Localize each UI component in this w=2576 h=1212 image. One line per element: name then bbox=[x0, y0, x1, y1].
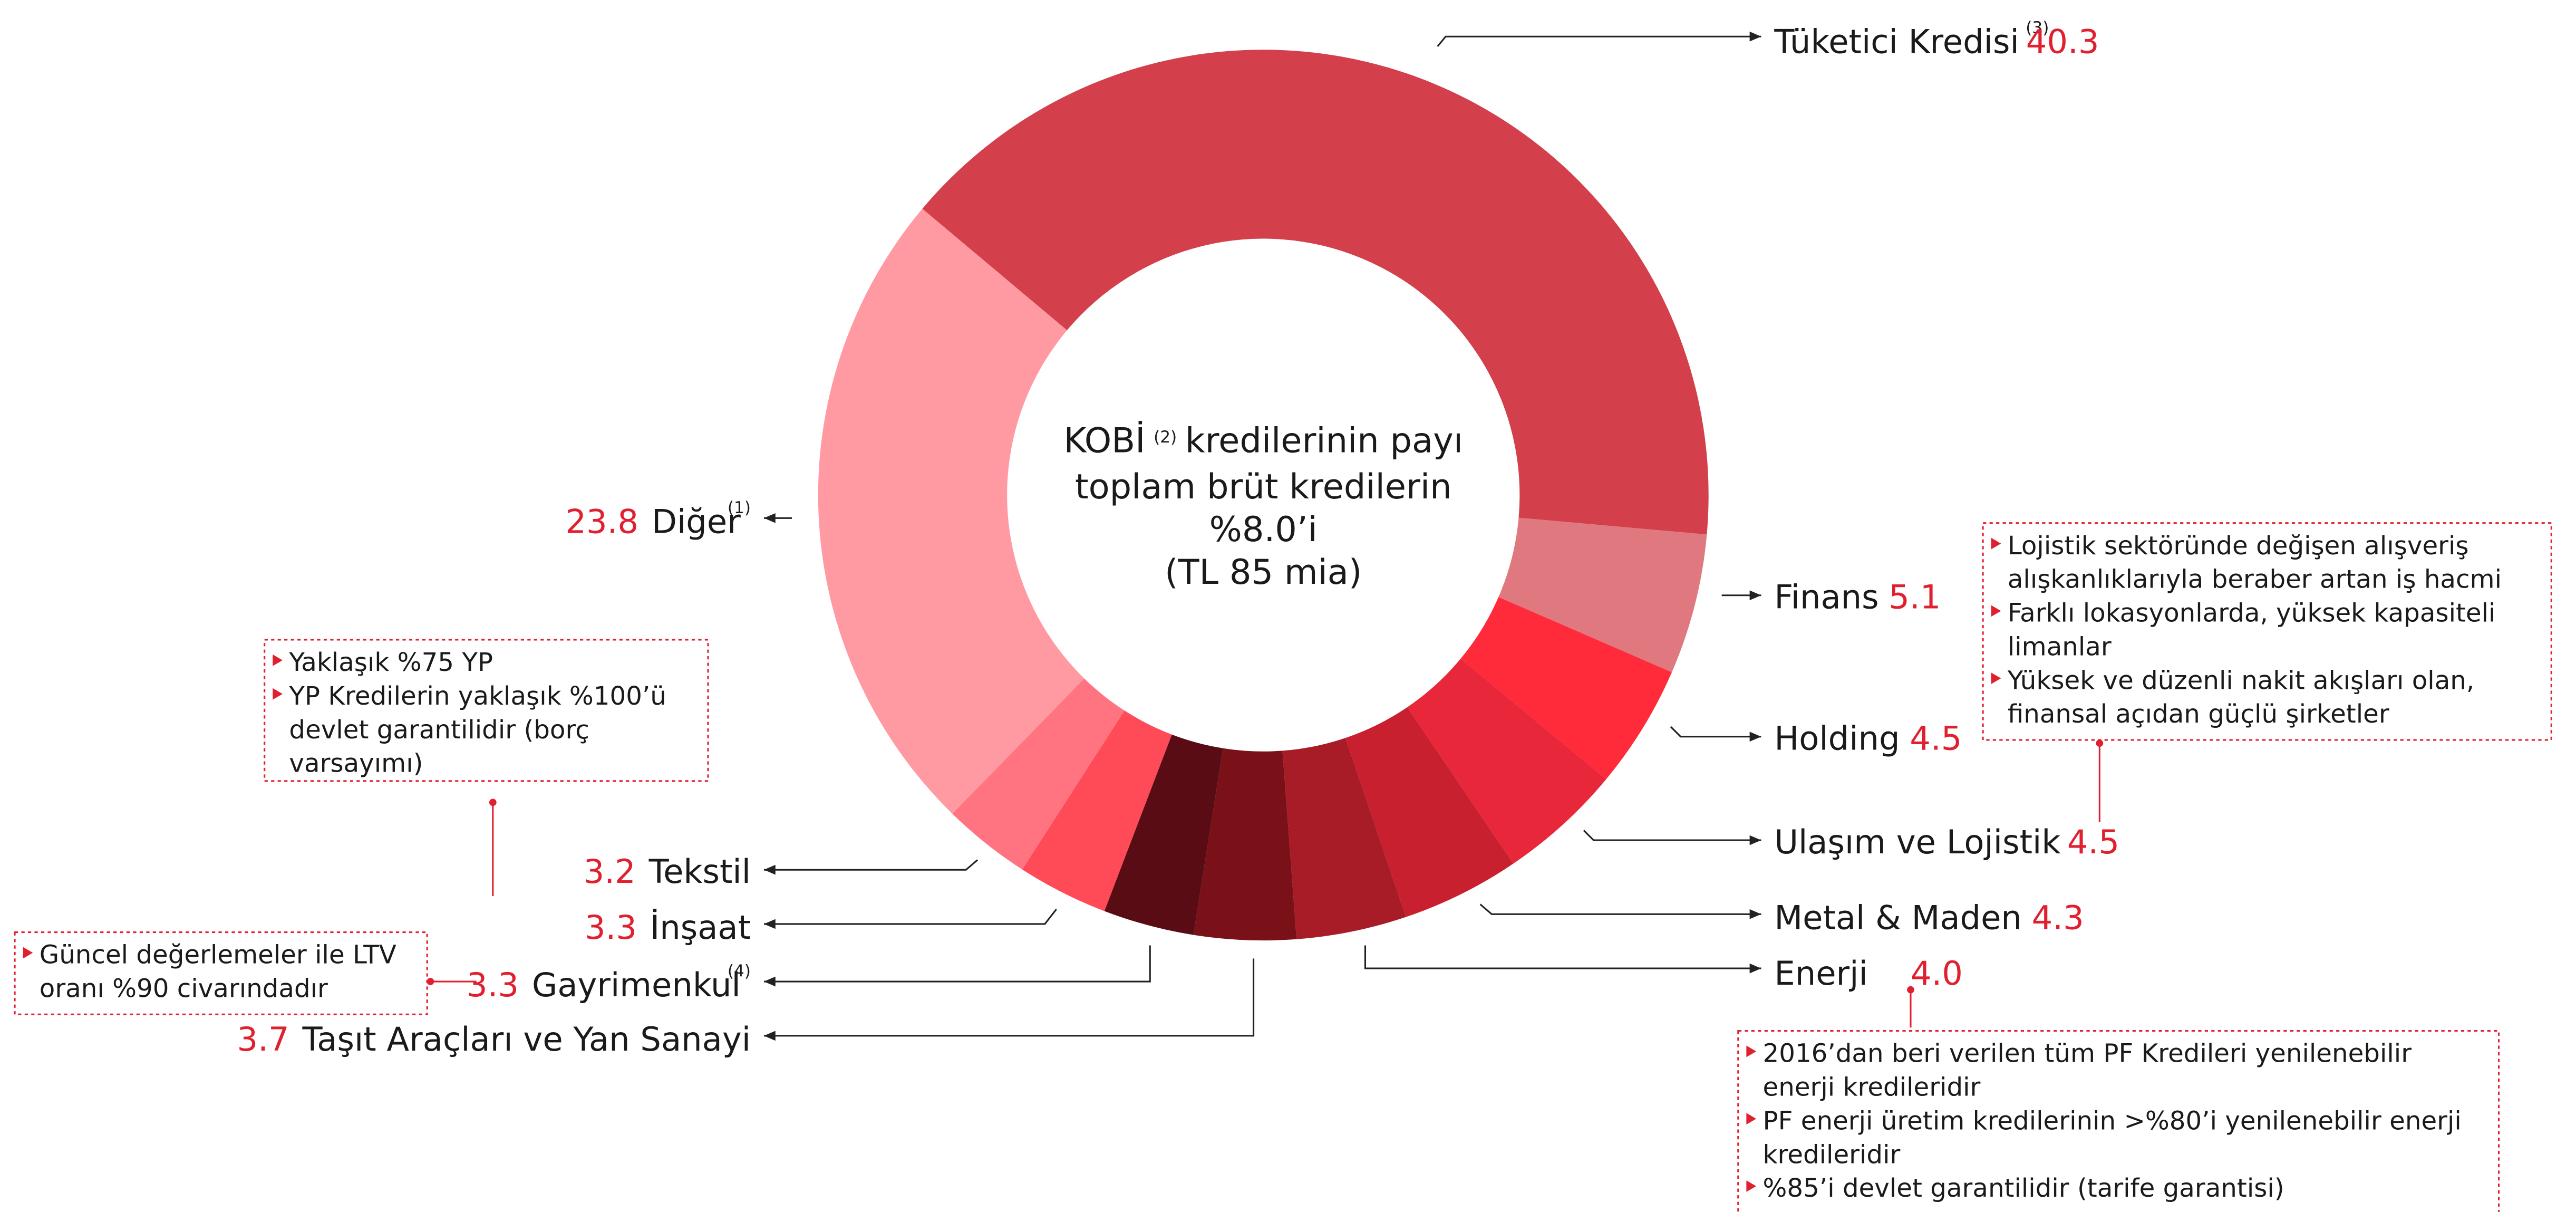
value-label: 4.5 bbox=[2067, 823, 2119, 861]
donut-slice bbox=[1282, 738, 1406, 939]
note-box bbox=[14, 931, 428, 1015]
note-text: varsayımı) bbox=[289, 749, 423, 778]
donut-slice bbox=[952, 678, 1125, 870]
bullet bbox=[273, 654, 283, 666]
value-label: 3.3 bbox=[467, 966, 519, 1004]
note-text: oranı %90 civarındadır bbox=[40, 974, 328, 1004]
note-text: Lojistik sektöründe değişen alışveriş bbox=[2008, 531, 2469, 561]
note-box bbox=[1982, 522, 2552, 741]
note-text: PF enerji üretim kredilerinin >%80’i yen… bbox=[1763, 1106, 2462, 1136]
category-name: Ulaşım ve Lojistik bbox=[1774, 823, 2060, 861]
note-dot bbox=[489, 799, 497, 806]
category-name: Diğer bbox=[652, 502, 741, 541]
value-label: 5.1 bbox=[1889, 578, 1941, 617]
category-label: Enerji 4.0 bbox=[1774, 954, 1963, 993]
center-line: kredilerinin payı bbox=[1185, 421, 1463, 461]
category-label: Metal & Maden 4.3 bbox=[1774, 898, 2084, 937]
value-label: 4.5 bbox=[1910, 719, 1962, 758]
note-text: Farklı lokasyonlarda, yüksek kapasiteli bbox=[2008, 599, 2496, 628]
note-dot bbox=[427, 978, 434, 985]
center-line: (TL 85 mia) bbox=[1165, 552, 1362, 592]
note-text: limanlar bbox=[2008, 632, 2112, 661]
category-name: Taşıt Araçları ve Yan Sanayi bbox=[302, 1020, 751, 1059]
donut-slice bbox=[922, 50, 1709, 535]
donut-slice bbox=[1193, 748, 1297, 941]
value-label: 4.3 bbox=[2032, 898, 2084, 937]
donut-slice bbox=[1407, 658, 1606, 864]
value-label: 40.3 bbox=[2026, 22, 2099, 61]
leader-line bbox=[1437, 31, 1761, 47]
bullet bbox=[1746, 1045, 1757, 1057]
value-label: 3.2 bbox=[584, 852, 636, 891]
note-text: Güncel değerlemeler ile LTV bbox=[40, 940, 396, 970]
category-name: İnşaat bbox=[650, 908, 751, 947]
donut-slice bbox=[1022, 710, 1172, 911]
leader-line bbox=[763, 945, 1151, 987]
note-text: %85’i devlet garantilidir (tarife garant… bbox=[1763, 1173, 2284, 1203]
bullet bbox=[1991, 672, 2001, 685]
category-label: 23.8 Diğer(1) bbox=[565, 498, 751, 541]
bullet bbox=[1991, 605, 2001, 617]
category-label: 3.3 İnşaat bbox=[585, 908, 751, 947]
note-text: finansal açıdan güçlü şirketler bbox=[2008, 699, 2389, 729]
value-label: 3.3 bbox=[585, 908, 637, 947]
category-label: 3.7 Taşıt Araçları ve Yan Sanayi bbox=[237, 1020, 751, 1059]
bullet bbox=[23, 947, 33, 959]
category-label: Finans 5.1 bbox=[1774, 578, 1941, 617]
donut-slice bbox=[1345, 707, 1514, 917]
leader-line bbox=[1479, 903, 1761, 919]
leader-line bbox=[1364, 945, 1761, 974]
donut-slice bbox=[818, 208, 1084, 814]
note-text: Yaklaşık %75 YP bbox=[288, 648, 493, 677]
bullet bbox=[273, 688, 283, 700]
note-dot bbox=[1907, 986, 1914, 994]
note-text: enerji kredileridir bbox=[1763, 1073, 1981, 1102]
center-line: toplam brüt kredilerin bbox=[1075, 467, 1452, 507]
category-label: Tüketici Kredisi (3)40.3 bbox=[1774, 18, 2099, 61]
footnote-mark: (3) bbox=[2026, 18, 2049, 37]
note-dot bbox=[2096, 739, 2104, 747]
center-line: KOBİ bbox=[1063, 420, 1145, 461]
note-box bbox=[1737, 1030, 2500, 1212]
donut-slice bbox=[1104, 734, 1223, 935]
bullet bbox=[1746, 1180, 1757, 1192]
category-name: Enerji bbox=[1774, 954, 1867, 993]
leader-line bbox=[763, 859, 979, 875]
center-text: KOBİ (2) kredilerinin payı bbox=[1063, 420, 1463, 461]
category-label: 3.2 Tekstil bbox=[584, 852, 751, 891]
category-label: 3.3 Gayrimenkul(4) bbox=[467, 962, 751, 1004]
footnote-mark: (2) bbox=[1154, 428, 1177, 447]
category-name: Finans bbox=[1774, 578, 1878, 617]
note-text: devlet garantilidir (borç bbox=[289, 715, 589, 745]
bullet bbox=[1746, 1113, 1757, 1125]
donut-slice bbox=[1460, 597, 1672, 780]
note-text: kredileridir bbox=[1763, 1140, 1901, 1169]
value-label: 23.8 bbox=[565, 502, 638, 541]
note-box bbox=[264, 639, 709, 782]
category-name: Metal & Maden bbox=[1774, 898, 2022, 937]
category-name: Tüketici Kredisi bbox=[1774, 22, 2019, 61]
center-line: %8.0’i bbox=[1209, 509, 1318, 550]
leader-line bbox=[1583, 830, 1761, 845]
note-text: YP Kredilerin yaklaşık %100’ü bbox=[288, 681, 666, 711]
footnote-mark: (4) bbox=[728, 962, 751, 981]
bullet bbox=[1991, 537, 2001, 550]
footnote-mark: (1) bbox=[728, 498, 751, 517]
donut-slice bbox=[1498, 517, 1707, 672]
category-name: Gayrimenkul bbox=[532, 966, 741, 1004]
category-name: Tekstil bbox=[648, 852, 751, 891]
value-label: 4.0 bbox=[1911, 954, 1963, 993]
leader-line bbox=[763, 958, 1255, 1041]
category-label: Ulaşım ve Lojistik 4.5 bbox=[1774, 823, 2119, 861]
note-text: alışkanlıklarıyla beraber artan iş hacmi bbox=[2008, 565, 2502, 594]
note-text: Yüksek ve düzenli nakit akışları olan, bbox=[2007, 666, 2474, 695]
value-label: 3.7 bbox=[237, 1020, 289, 1059]
leader-line bbox=[1670, 726, 1761, 742]
category-name: Holding bbox=[1774, 719, 1900, 758]
category-label: Holding 4.5 bbox=[1774, 719, 1962, 758]
note-text: 2016’dan beri verilen tüm PF Kredileri y… bbox=[1763, 1039, 2412, 1069]
leader-line bbox=[763, 908, 1057, 929]
